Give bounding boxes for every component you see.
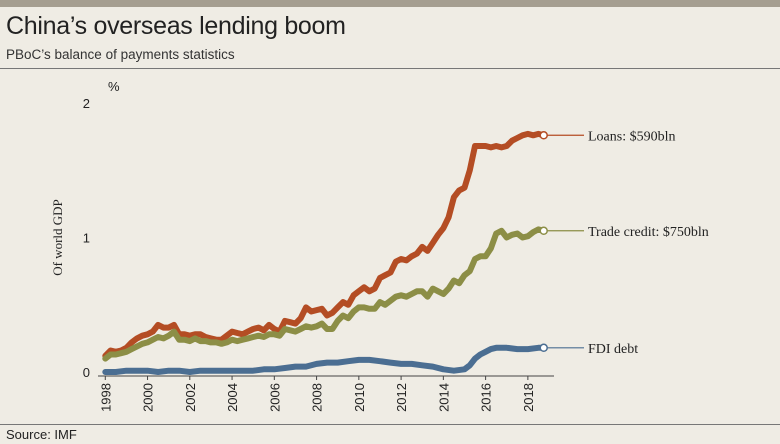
top-rule (0, 0, 780, 7)
x-tick-label: 2000 (141, 383, 156, 412)
y-unit-label: % (108, 79, 120, 94)
x-tick-label: 2018 (521, 383, 536, 412)
header-divider (0, 68, 780, 69)
footer-divider (0, 424, 780, 425)
x-tick-label: 2010 (352, 383, 367, 412)
chart-subtitle: PBoC’s balance of payments statistics (6, 47, 235, 62)
series-line-1 (102, 226, 547, 362)
x-tick-label: 2008 (310, 383, 325, 412)
x-tick-label: 2006 (267, 383, 282, 412)
x-tick-label: 2002 (183, 383, 198, 412)
source-note: Source: IMF (6, 427, 77, 442)
series-end-marker-1 (539, 226, 548, 236)
series-label-2: FDI debt (588, 342, 638, 357)
chart-series-labels: Loans: $590bln Trade credit: $750bln FDI d… (539, 129, 709, 357)
x-tick-label: 2016 (479, 383, 494, 412)
chart-series (102, 130, 547, 375)
series-line-2 (102, 344, 547, 375)
series-label-1: Trade credit: $750bln (588, 225, 709, 240)
y-tick-label: 0 (83, 365, 90, 380)
y-tick-label: 2 (83, 96, 90, 111)
x-tick-label: 2012 (394, 383, 409, 412)
series-end-marker-0 (539, 131, 548, 140)
x-tick-label: 2014 (436, 383, 451, 412)
y-tick-label: 1 (83, 231, 90, 246)
series-label-0: Loans: $590bln (588, 129, 676, 144)
chart-title: China’s overseas lending boom (6, 12, 346, 40)
series-line-0 (102, 130, 547, 359)
y-axis-title: Of world GDP (50, 199, 65, 276)
x-tick-label: 1998 (98, 383, 113, 412)
chart-axes: 0 1 2% Of world GDP 1998 2000 2002 2004 2006 2008… (50, 79, 554, 412)
x-tick-label: 2004 (225, 383, 240, 412)
series-end-marker-2 (539, 343, 548, 353)
